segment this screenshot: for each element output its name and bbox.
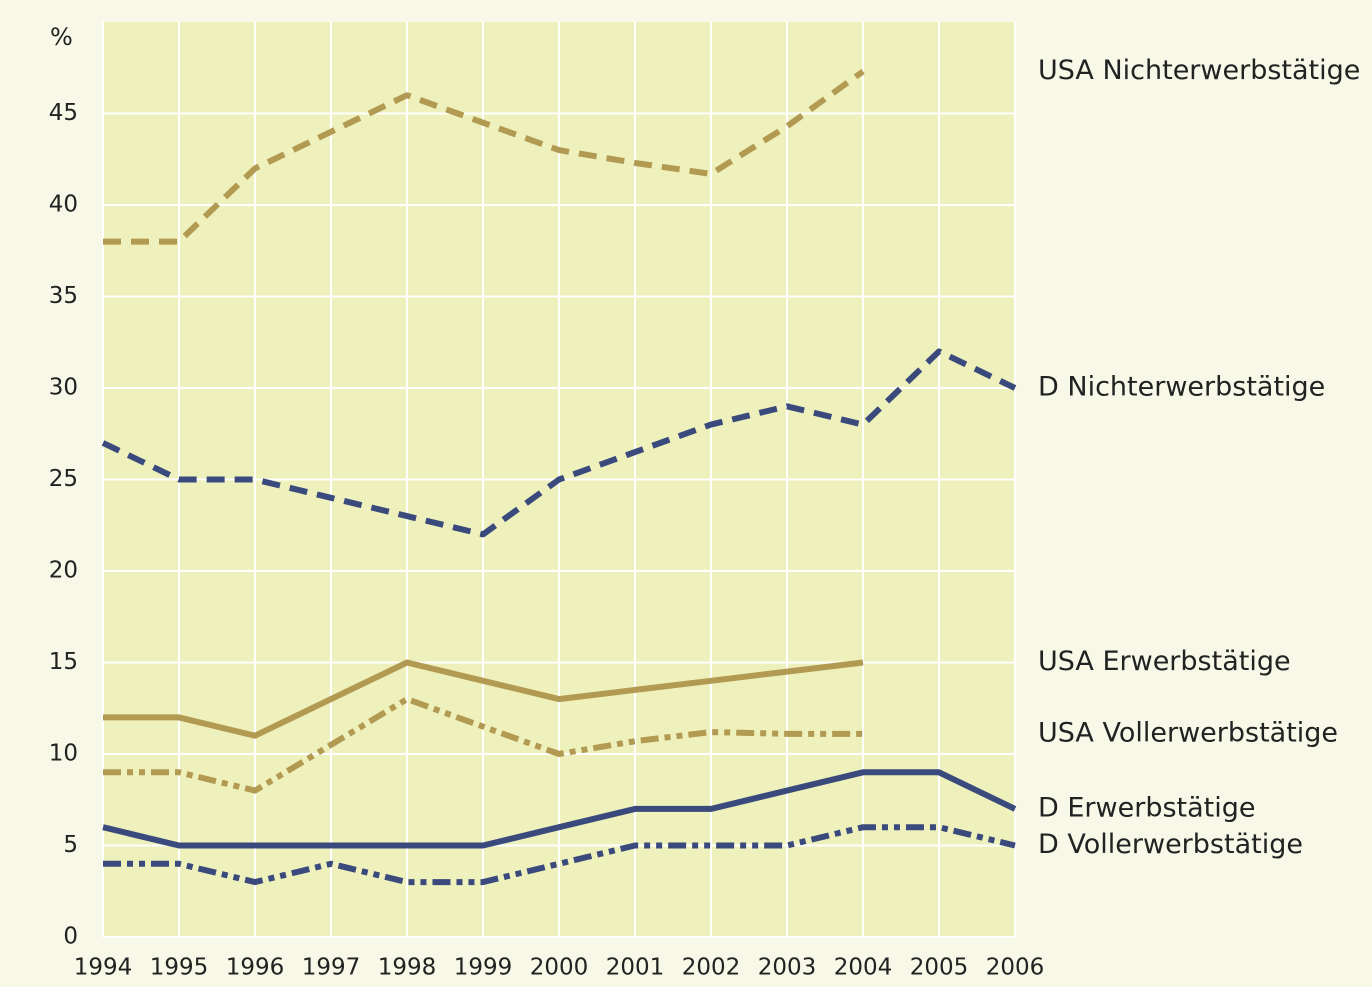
x-tick-label: 2000 [530,955,589,981]
series-line [103,659,864,739]
x-tick-label: 2006 [986,955,1045,981]
x-tick-label: 2001 [606,955,665,981]
series-line [101,348,1017,538]
x-tick-label: 2003 [758,955,817,981]
y-tick-label: 35 [49,283,78,309]
y-axis-label: % [50,23,73,51]
y-tick-label: 20 [49,558,78,584]
x-tick-label: 1997 [302,955,361,981]
y-tick-label: 25 [49,466,78,492]
y-tick-label: 30 [49,375,78,401]
x-tick-label: 1994 [74,955,133,981]
series-label: USA Nichterwerbstätige [1038,55,1360,86]
y-tick-label: 15 [49,649,78,675]
series-label: D Vollerwerbstätige [1038,829,1303,860]
series-label: D Erwerbstätige [1038,792,1256,823]
y-tick-label: 10 [49,741,78,767]
series-label: USA Erwerbstätige [1038,646,1291,677]
x-tick-label: 1996 [226,955,285,981]
series-line [103,696,863,794]
y-tick-label: 5 [63,832,78,858]
y-tick-label: 0 [63,924,78,950]
x-tick-label: 1995 [150,955,209,981]
y-tick-label: 45 [49,100,78,126]
x-tick-label: 2004 [834,955,893,981]
x-tick-label: 1999 [454,955,513,981]
x-tick-label: 2002 [682,955,741,981]
series-label: D Nichterwerbstätige [1038,372,1325,403]
x-tick-label: 1998 [378,955,437,981]
series-line [103,824,1016,886]
series-line [103,68,865,245]
x-tick-label: 2005 [910,955,969,981]
y-tick-label: 40 [49,192,78,218]
series-label: USA Vollerwerbstätige [1038,717,1338,748]
series-line [102,769,1017,849]
